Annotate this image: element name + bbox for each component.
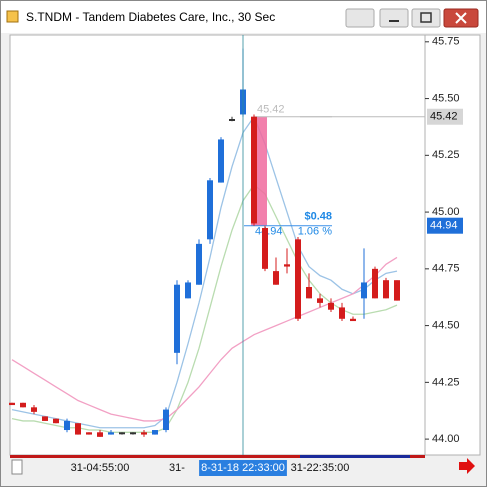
candle-body bbox=[119, 432, 125, 435]
candle-body bbox=[207, 180, 213, 240]
y-tick-label: 45.50 bbox=[432, 92, 460, 104]
candle-body bbox=[196, 243, 202, 285]
scroll-right-arrow[interactable] bbox=[459, 458, 475, 474]
candle-body bbox=[108, 432, 114, 435]
candle-body bbox=[229, 119, 235, 121]
candle-body bbox=[372, 268, 378, 299]
candle-body bbox=[394, 280, 400, 301]
candle-body bbox=[174, 284, 180, 353]
maximize-button[interactable] bbox=[411, 8, 441, 28]
candle-body bbox=[75, 423, 81, 435]
x-tick-label: 31-22:35:00 bbox=[291, 462, 350, 474]
crosshair-x-box bbox=[199, 460, 287, 476]
window-title: S.TNDM - Tandem Diabetes Care, Inc., 30 … bbox=[26, 10, 275, 24]
candle-body bbox=[152, 430, 158, 435]
measure-percent-label: 1.06 % bbox=[298, 226, 332, 238]
last-price: 44.94 bbox=[430, 220, 458, 232]
candle-body bbox=[163, 409, 169, 431]
link-button[interactable] bbox=[345, 8, 375, 28]
candle-body bbox=[9, 402, 15, 406]
moving-average bbox=[11, 256, 398, 422]
candle-body bbox=[31, 407, 37, 412]
x-tick-label: 8-31-18 22:33:00 bbox=[201, 462, 285, 474]
candle-body bbox=[284, 264, 290, 267]
y-tick-label: 44.75 bbox=[432, 263, 460, 275]
y-tick-label: 44.50 bbox=[432, 320, 460, 332]
candle-body bbox=[306, 287, 312, 299]
candle-body bbox=[130, 432, 136, 435]
price-axis bbox=[424, 34, 481, 456]
y-tick-label: 45.75 bbox=[432, 36, 460, 48]
candle-body bbox=[42, 416, 48, 421]
candle-body bbox=[339, 307, 345, 319]
close-icon bbox=[455, 12, 467, 24]
crosshair-price-box bbox=[427, 108, 463, 125]
candle-body bbox=[53, 418, 59, 424]
candle-body bbox=[97, 432, 103, 437]
measure-start-label: 45.42 bbox=[257, 104, 285, 116]
plot-area bbox=[9, 34, 426, 456]
scroll-thumb bbox=[300, 455, 410, 458]
candle-body bbox=[251, 116, 257, 224]
x-tick-label: 31-04:55:00 bbox=[71, 462, 130, 474]
candle-body bbox=[262, 227, 268, 269]
scroll-bar bbox=[10, 455, 425, 458]
scroll-handle[interactable] bbox=[11, 459, 23, 475]
candle-body bbox=[383, 280, 389, 299]
maximize-icon bbox=[420, 12, 432, 23]
candle-body bbox=[273, 271, 279, 285]
candle-body bbox=[361, 282, 367, 299]
x-tick-label: 31- bbox=[169, 462, 185, 474]
candle-body bbox=[185, 282, 191, 299]
moving-average bbox=[11, 115, 398, 429]
minimize-button[interactable] bbox=[379, 8, 409, 28]
candle-body bbox=[141, 432, 147, 435]
candle-body bbox=[20, 402, 26, 408]
candle-body bbox=[317, 298, 323, 303]
candle-body bbox=[86, 432, 92, 435]
crosshair-price: 45.42 bbox=[430, 111, 458, 123]
y-tick-label: 45.25 bbox=[432, 149, 460, 161]
candle-body bbox=[350, 318, 356, 322]
measure-change-label: $0.48 bbox=[304, 211, 332, 223]
y-tick-label: 44.25 bbox=[432, 376, 460, 388]
y-tick-label: 45.00 bbox=[432, 206, 460, 218]
candle-body bbox=[64, 420, 70, 431]
y-tick-label: 44.00 bbox=[432, 433, 460, 445]
last-price-box bbox=[427, 217, 463, 234]
candle-body bbox=[295, 239, 301, 319]
measure-end-label: 44.94 bbox=[255, 226, 283, 238]
app-icon bbox=[6, 10, 19, 23]
candle-body bbox=[328, 302, 334, 310]
candle-body bbox=[218, 139, 224, 183]
